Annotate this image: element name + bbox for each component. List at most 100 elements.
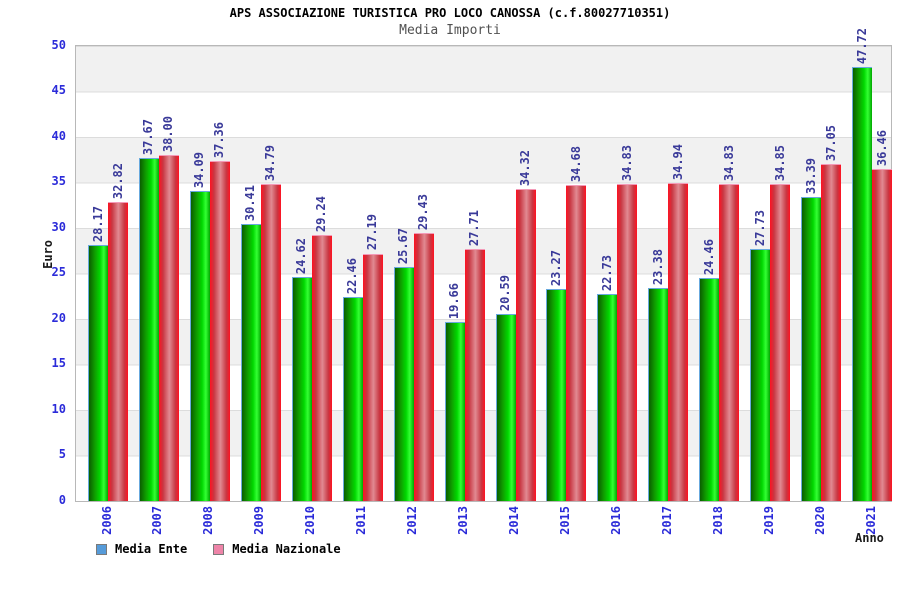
chart-title: APS ASSOCIAZIONE TURISTICA PRO LOCO CANO… xyxy=(229,6,671,20)
bar-media-nazionale-2008 xyxy=(209,161,230,501)
bar-group-2015: 23.27 34.68 xyxy=(534,46,587,501)
value-label-media-nazionale-2018: 34.83 xyxy=(721,144,736,182)
y-axis-title: Euro xyxy=(41,240,55,269)
value-label-media-nazionale-2014: 34.32 xyxy=(518,149,532,186)
legend: Media Ente Media Nazionale xyxy=(96,542,359,556)
bar-group-2016: 22.73 34.83 xyxy=(585,46,638,501)
y-tick-45: 45 xyxy=(51,83,66,97)
value-label-media-ente-2018: 24.46 xyxy=(701,239,716,276)
value-label-media-nazionale-2017: 34.94 xyxy=(670,143,685,181)
x-tick-2012: 2012 xyxy=(405,506,420,535)
plot-area: 28.17 32.82 37.67 38.00 34.09 37.36 30.41 34.79… xyxy=(75,28,893,502)
x-tick-2013: 2013 xyxy=(456,506,471,535)
bar-group-2009: 30.41 34.79 xyxy=(229,46,281,501)
x-tick-2020: 2020 xyxy=(812,506,827,535)
legend-swatch-media-ente xyxy=(96,543,107,555)
bar-group-2021: 47.72 36.46 xyxy=(840,28,893,501)
bar-group-2010: 24.62 29.24 xyxy=(280,46,332,501)
value-label-media-nazionale-2012: 29.43 xyxy=(416,194,431,231)
bar-media-ente-2007 xyxy=(138,158,159,501)
x-tick-2014: 2014 xyxy=(507,506,521,535)
bar-media-ente-2016 xyxy=(597,294,618,501)
value-label-media-ente-2012: 25.67 xyxy=(396,228,411,265)
x-tick-2015: 2015 xyxy=(557,506,572,535)
bar-media-nazionale-2019 xyxy=(770,183,791,501)
bar-group-2008: 34.09 37.36 xyxy=(178,46,230,501)
bar-media-ente-2006 xyxy=(88,244,108,501)
bar-group-2020: 33.39 37.05 xyxy=(789,46,842,501)
bar-media-ente-2021 xyxy=(852,66,873,501)
bar-media-nazionale-2021 xyxy=(872,169,893,501)
bar-media-ente-2008 xyxy=(189,190,210,501)
bar-media-ente-2013 xyxy=(444,322,465,501)
bar-media-ente-2018 xyxy=(699,278,720,501)
value-label-media-ente-2016: 22.73 xyxy=(599,255,614,292)
bar-media-ente-2017 xyxy=(648,288,669,501)
x-tick-2017: 2017 xyxy=(659,506,674,535)
value-label-media-nazionale-2010: 29.24 xyxy=(314,195,329,232)
y-tick-20: 20 xyxy=(51,310,66,325)
value-label-media-ente-2009: 30.41 xyxy=(243,185,258,222)
value-label-media-ente-2007: 37.67 xyxy=(141,119,156,156)
y-tick-0: 0 xyxy=(58,492,66,507)
bar-media-nazionale-2006 xyxy=(108,202,128,501)
value-label-media-ente-2010: 24.62 xyxy=(294,237,309,274)
value-label-media-ente-2011: 22.46 xyxy=(345,257,360,294)
bar-media-nazionale-2014 xyxy=(515,188,536,501)
value-label-media-ente-2013: 19.66 xyxy=(447,282,462,320)
y-axis-tick-labels: 0 5 10 15 20 25 30 35 40 45 50 xyxy=(0,38,68,507)
bar-media-nazionale-2018 xyxy=(719,184,740,501)
x-tick-2011: 2011 xyxy=(354,506,369,535)
bar-media-nazionale-2017 xyxy=(668,183,689,501)
value-label-media-nazionale-2008: 37.36 xyxy=(212,121,227,159)
bar-group-2006: 28.17 32.82 xyxy=(76,46,128,501)
bar-group-2018: 24.46 34.83 xyxy=(687,46,740,501)
value-label-media-nazionale-2019: 34.85 xyxy=(772,144,787,181)
value-label-media-nazionale-2007: 38.00 xyxy=(161,116,176,153)
value-label-media-nazionale-2006: 32.82 xyxy=(110,163,125,200)
value-label-media-nazionale-2009: 34.79 xyxy=(263,145,278,182)
bar-group-2007: 37.67 38.00 xyxy=(127,46,179,501)
y-tick-5: 5 xyxy=(58,447,66,461)
bar-group-2011: 22.46 27.19 xyxy=(331,46,383,501)
bar-media-ente-2010 xyxy=(291,276,312,501)
bar-media-ente-2015 xyxy=(546,289,567,501)
y-tick-30: 30 xyxy=(51,219,66,234)
bar-media-nazionale-2009 xyxy=(260,184,281,501)
value-label-media-nazionale-2021: 36.46 xyxy=(874,130,889,167)
x-tick-2007: 2007 xyxy=(150,506,165,535)
bar-media-ente-2012 xyxy=(393,267,414,501)
x-tick-2008: 2008 xyxy=(201,506,216,535)
value-label-media-nazionale-2015: 34.68 xyxy=(568,146,583,183)
x-tick-2018: 2018 xyxy=(710,506,725,535)
legend-swatch-media-nazionale xyxy=(213,543,225,555)
value-label-media-nazionale-2013: 27.71 xyxy=(467,209,482,246)
y-tick-40: 40 xyxy=(51,128,66,143)
bar-media-ente-2011 xyxy=(342,296,363,501)
bar-media-nazionale-2013 xyxy=(464,248,485,501)
value-label-media-ente-2021: 47.72 xyxy=(854,27,869,64)
x-tick-2019: 2019 xyxy=(761,506,776,535)
value-label-media-nazionale-2016: 34.83 xyxy=(619,144,634,182)
value-label-media-ente-2017: 23.38 xyxy=(650,249,665,286)
bar-media-nazionale-2015 xyxy=(566,185,587,501)
bar-group-2013: 19.66 27.71 xyxy=(433,46,485,501)
value-label-media-ente-2014: 20.59 xyxy=(498,274,512,311)
y-tick-35: 35 xyxy=(51,174,66,188)
bar-media-ente-2014 xyxy=(495,313,516,501)
value-label-media-ente-2008: 34.09 xyxy=(192,151,207,188)
x-axis-title: Anno xyxy=(855,531,884,545)
y-tick-50: 50 xyxy=(51,37,66,52)
x-tick-2010: 2010 xyxy=(303,506,318,535)
value-label-media-ente-2020: 33.39 xyxy=(803,158,818,195)
y-tick-25: 25 xyxy=(51,265,66,279)
legend-label-media-nazionale: Media Nazionale xyxy=(232,541,341,556)
bar-group-2014: 20.59 34.32 xyxy=(484,46,536,501)
value-label-media-nazionale-2020: 37.05 xyxy=(823,124,838,161)
value-label-media-ente-2015: 23.27 xyxy=(548,250,563,287)
bar-group-2019: 27.73 34.85 xyxy=(738,46,791,501)
y-tick-15: 15 xyxy=(51,356,66,370)
y-tick-10: 10 xyxy=(51,401,66,416)
value-label-media-ente-2019: 27.73 xyxy=(752,209,767,246)
